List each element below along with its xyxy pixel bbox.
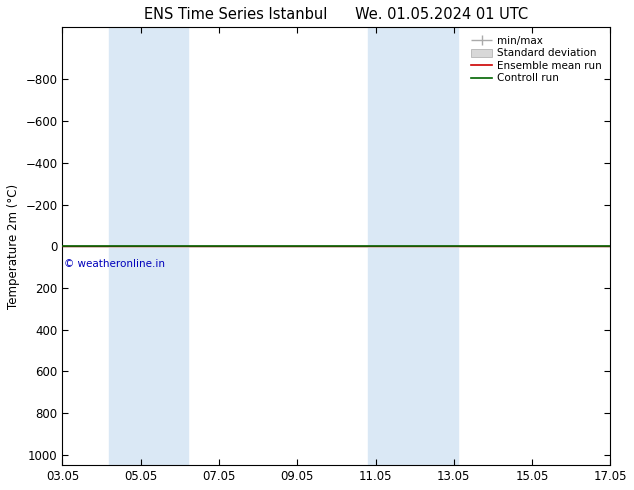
Legend: min/max, Standard deviation, Ensemble mean run, Controll run: min/max, Standard deviation, Ensemble me… xyxy=(468,32,605,87)
Text: © weatheronline.in: © weatheronline.in xyxy=(65,259,165,269)
Bar xyxy=(110,27,188,465)
Bar xyxy=(368,27,458,465)
Title: ENS Time Series Istanbul      We. 01.05.2024 01 UTC: ENS Time Series Istanbul We. 01.05.2024 … xyxy=(145,7,529,22)
Y-axis label: Temperature 2m (°C): Temperature 2m (°C) xyxy=(7,184,20,309)
